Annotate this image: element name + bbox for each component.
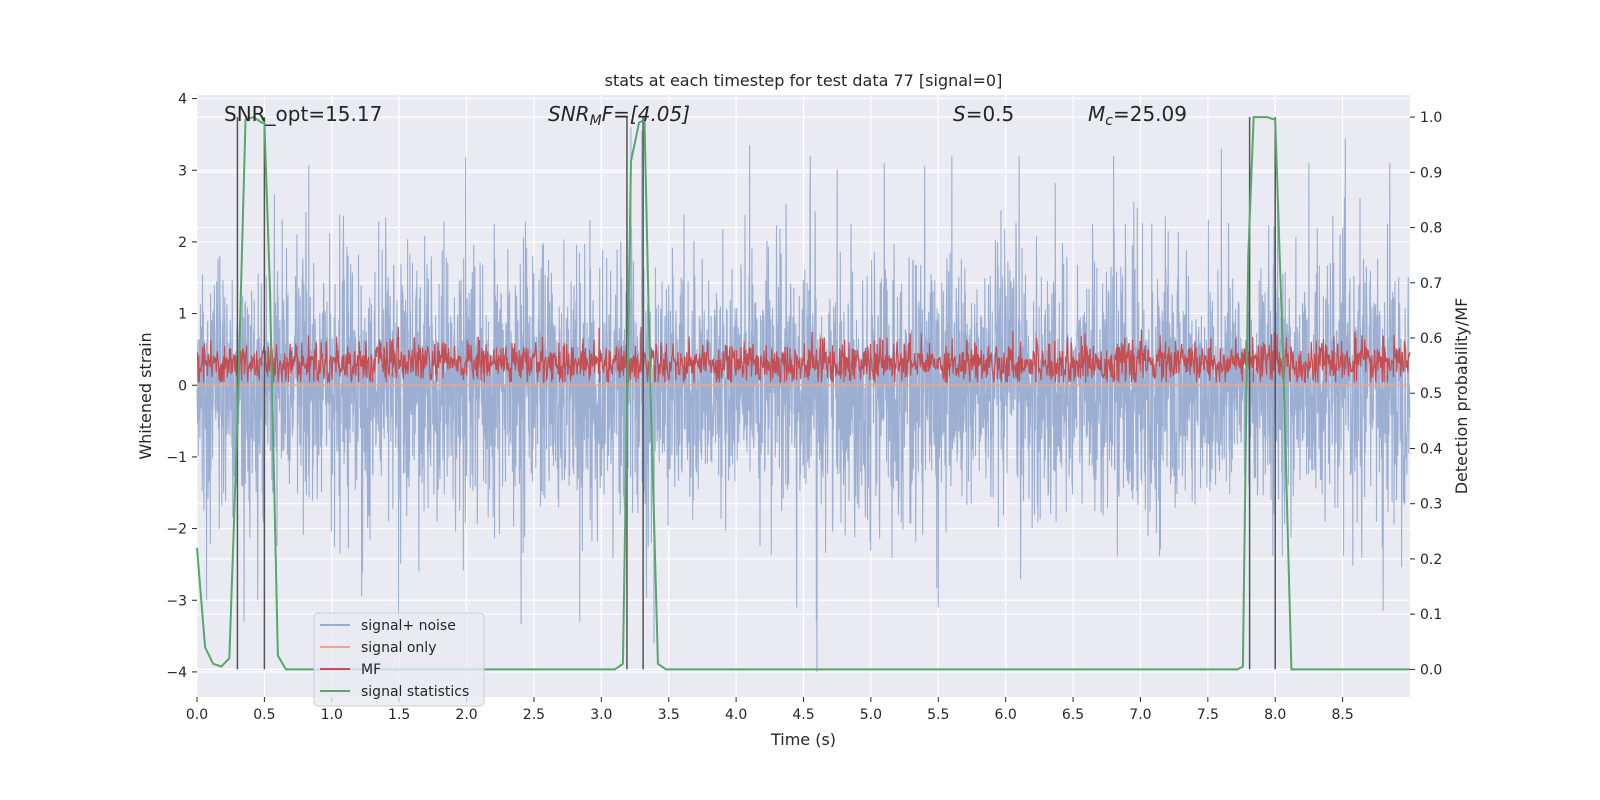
x-tick-label: 4.0 [725, 707, 747, 723]
annotation-mc: Mc=25.09 [1088, 102, 1187, 129]
axes-layer: 0.0 0.5 1.0 1.5 2.0 2.5 3.0 3.5 4.0 4.5 5.0 5.5 6.0 6… [166, 92, 1442, 723]
x-tick-label: 5.0 [860, 707, 882, 723]
x-tick-label: 0.0 [186, 707, 208, 723]
y-axis-label: Whitened strain [136, 332, 155, 459]
y-right-tick-label: 0.0 [1420, 662, 1442, 678]
y-right-tick-label: 0.4 [1420, 441, 1442, 457]
y-tick-label: 2 [178, 235, 187, 251]
x-tick-label: 8.5 [1331, 707, 1353, 723]
x-tick-label: 8.0 [1264, 707, 1286, 723]
y-right-tick-label: 0.3 [1420, 497, 1442, 513]
annotation-mc-subscript: c [1105, 113, 1113, 129]
y-tick-label: −3 [166, 593, 187, 609]
x-tick-label: 6.5 [1062, 707, 1084, 723]
x-tick-label: 6.0 [995, 707, 1017, 723]
annotation-s-value: =0.5 [966, 102, 1015, 126]
legend-entries: signal+ noise signal only MF signal statist… [320, 618, 469, 700]
series-layer [196, 115, 1411, 672]
y-tick-label: −4 [166, 665, 187, 681]
y-right-tick-label: 0.5 [1420, 386, 1442, 402]
legend-label: MF [361, 662, 381, 678]
x-tick-label: 2.0 [455, 707, 477, 723]
series-mf-line [196, 326, 1411, 384]
x-tick-label: 3.0 [590, 707, 612, 723]
legend: signal+ noise signal only MF signal statist… [313, 612, 485, 707]
x-tick-label: 7.5 [1197, 707, 1219, 723]
annotation-mc-symbol: M [1088, 102, 1105, 126]
y-tick-label: 1 [178, 307, 187, 323]
y-right-tick-label: 0.6 [1420, 331, 1442, 347]
x-tick-label: 0.5 [253, 707, 275, 723]
annotation-snr-mf-symbol: SNR [548, 102, 590, 126]
annotation-snr-mf-value: F=[4.05] [602, 102, 690, 126]
legend-label: signal statistics [361, 684, 469, 700]
x-tick-label: 4.5 [792, 707, 814, 723]
x-tick-label: 7.0 [1129, 707, 1151, 723]
series-signal-noise-line [196, 127, 1411, 672]
annotation-s: S=0.5 [953, 102, 1014, 126]
legend-box [313, 612, 485, 707]
legend-label: signal+ noise [361, 618, 456, 634]
x-tick-label: 1.0 [321, 707, 343, 723]
y-tick-label: 4 [178, 92, 187, 108]
annotation-mc-value: =25.09 [1113, 102, 1187, 126]
x-tick-label: 3.5 [658, 707, 680, 723]
x-tick-label: 2.5 [523, 707, 545, 723]
legend-label: signal only [361, 640, 436, 656]
y-right-tick-label: 0.8 [1420, 221, 1442, 237]
y-right-tick-label: 0.9 [1420, 165, 1442, 181]
annotation-s-symbol: S [953, 102, 966, 126]
y-tick-label: 0 [178, 378, 187, 394]
annotation-snr-mf-subscript: M [590, 113, 602, 129]
y-right-tick-label: 0.1 [1420, 607, 1442, 623]
y-tick-label: 3 [178, 163, 187, 179]
x-tick-label: 1.5 [388, 707, 410, 723]
y-tick-label: −1 [166, 450, 187, 466]
x-tick-label: 5.5 [927, 707, 949, 723]
x-axis-label: Time (s) [770, 730, 836, 749]
series-signal-statistics-line [196, 115, 1410, 671]
annotation-snr-opt: SNR_opt=15.17 [224, 102, 382, 126]
chart-title: stats at each timestep for test data 77 … [605, 71, 1003, 90]
y-right-tick-label: 1.0 [1420, 110, 1442, 126]
y-tick-label: −2 [166, 522, 187, 538]
y-right-tick-label: 0.2 [1420, 552, 1442, 568]
annotation-snr-mf: SNRMF=[4.05] [548, 102, 690, 129]
y-axis-label-right: Detection probability/MF [1452, 298, 1471, 495]
y-right-tick-label: 0.7 [1420, 276, 1442, 292]
